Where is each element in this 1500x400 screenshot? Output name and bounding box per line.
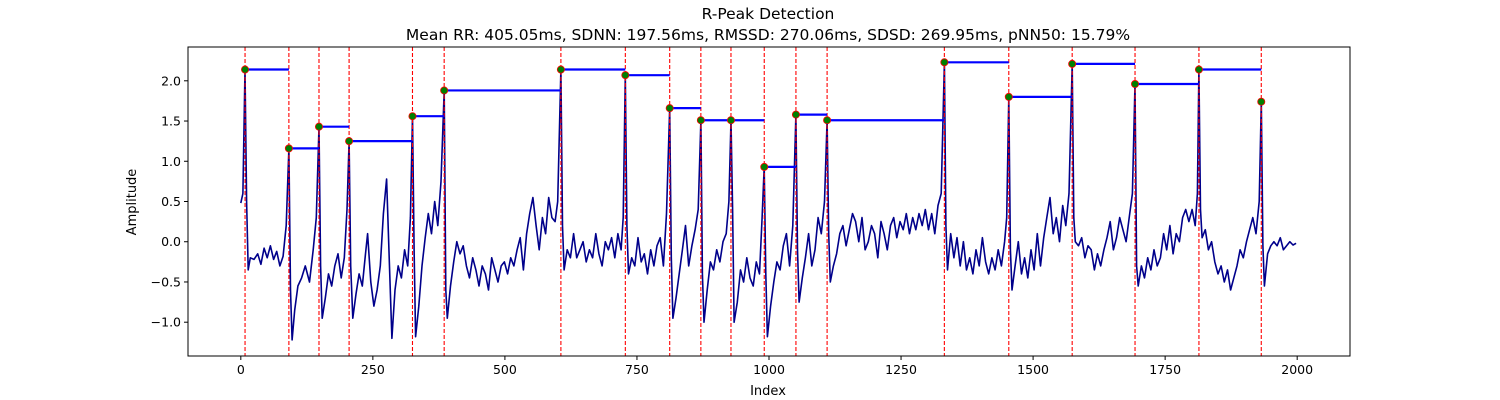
x-tick-label-5: 1250 [885, 362, 917, 377]
r-peak-marker-19 [1257, 97, 1266, 106]
r-peak-marker-10 [726, 116, 735, 125]
r-peak-marker-9 [696, 116, 705, 125]
plot-area: 0 250 500 750 1000 1250 1500 1750 2000 −1.0 −0.5 0.… [151, 46, 1351, 377]
y-axis-label: Amplitude [125, 169, 140, 236]
r-peak-marker-12 [791, 110, 800, 119]
r-peak-marker-0 [241, 65, 250, 74]
y-tick-label-5: 1.5 [161, 114, 181, 129]
x-tick-label-2: 500 [493, 362, 517, 377]
x-tick-label-3: 750 [625, 362, 649, 377]
x-tick-label-1: 250 [361, 362, 385, 377]
r-peak-marker-1 [284, 144, 293, 153]
r-peak-marker-8 [665, 104, 674, 113]
plot-frame [187, 46, 1351, 357]
r-peak-marker-13 [823, 116, 832, 125]
x-tick-label-0: 0 [237, 362, 245, 377]
x-axis-label: Index [750, 384, 786, 399]
y-tick-label-4: 1.0 [161, 154, 181, 169]
x-tick-label-7: 1750 [1149, 362, 1181, 377]
chart-title: R-Peak Detection [702, 5, 835, 23]
x-tick-label-8: 2000 [1281, 362, 1313, 377]
ecg-signal-line [240, 61, 1297, 341]
y-tick-label-1: −0.5 [151, 274, 181, 289]
r-peak-marker-7 [621, 71, 630, 80]
y-tick-label-6: 2.0 [161, 73, 181, 88]
r-peak-marker-11 [760, 162, 769, 171]
r-peak-marker-4 [408, 112, 417, 121]
x-tick-label-6: 1500 [1017, 362, 1049, 377]
r-peak-marker-16 [1068, 59, 1077, 68]
r-peak-marker-6 [556, 65, 565, 74]
r-peak-marker-15 [1004, 92, 1013, 101]
x-tick-label-4: 1000 [753, 362, 785, 377]
r-peak-marker-17 [1131, 80, 1140, 89]
y-tick-label-2: 0.0 [161, 234, 181, 249]
chart-subtitle: Mean RR: 405.05ms, SDNN: 197.56ms, RMSSD… [406, 26, 1130, 44]
y-tick-label-0: −1.0 [151, 315, 181, 330]
r-peak-marker-3 [345, 137, 354, 146]
r-peak-marker-18 [1194, 65, 1203, 74]
r-peak-marker-2 [314, 122, 323, 131]
r-peak-marker-14 [940, 58, 949, 67]
r-peak-marker-5 [440, 86, 449, 95]
y-tick-label-3: 0.5 [161, 194, 181, 209]
